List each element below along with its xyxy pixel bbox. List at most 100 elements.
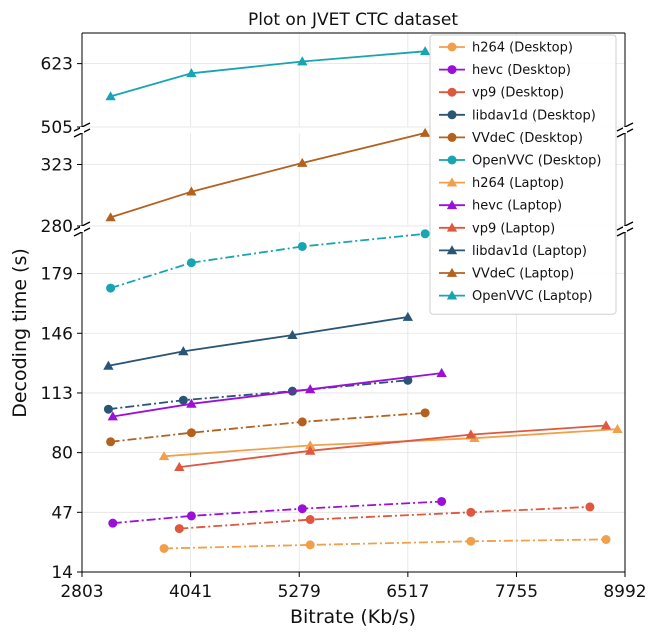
y-tick-label: 505	[41, 118, 73, 138]
legend-entry: OpenVVC (Desktop)	[439, 154, 601, 169]
data-point	[105, 212, 116, 222]
legend-marker	[446, 267, 458, 277]
y-tick-label: 623	[41, 55, 73, 75]
data-point	[297, 504, 307, 514]
legend-entry: VVdeC (Laptop)	[439, 267, 574, 282]
series-line	[179, 506, 590, 530]
series-line	[110, 132, 426, 219]
series-vvdec-desktop	[106, 408, 430, 447]
data-point	[297, 417, 307, 427]
y-tick-label: 179	[41, 265, 73, 285]
data-point	[305, 440, 316, 450]
data-point	[106, 283, 116, 293]
data-point	[108, 518, 118, 528]
data-point	[420, 408, 430, 418]
series-openvvc-desktop	[106, 229, 430, 293]
data-point	[103, 404, 113, 414]
legend-label: libdav1d (Laptop)	[472, 244, 587, 259]
series-line	[110, 232, 426, 289]
x-tick-label: 8992	[603, 582, 646, 602]
x-tick-label: 5279	[278, 582, 321, 602]
series-line	[112, 500, 442, 525]
legend-label: libdav1d (Desktop)	[472, 108, 596, 123]
x-tick-label: 2803	[60, 582, 103, 602]
series-line	[112, 372, 442, 418]
x-axis-label: Bitrate (Kb/s)	[290, 606, 416, 628]
legend-entry: hevc (Laptop)	[439, 199, 562, 214]
legend-label: h264 (Laptop)	[472, 176, 564, 191]
data-point	[297, 241, 307, 251]
y-tick-label: 323	[41, 155, 73, 175]
axis-break-gap	[623, 127, 627, 133]
y-tick-label: 146	[41, 324, 73, 344]
data-point	[466, 507, 476, 517]
legend-label: hevc (Laptop)	[472, 199, 562, 214]
legend-marker	[447, 155, 457, 165]
data-point	[305, 540, 315, 550]
series-line	[110, 50, 426, 98]
legend-marker	[446, 200, 458, 210]
legend-entry: hevc (Desktop)	[439, 63, 571, 78]
legend-marker	[446, 290, 458, 300]
legend-label: OpenVVC (Desktop)	[472, 154, 601, 169]
axis-break-gap	[80, 226, 84, 232]
series-h264-desktop	[159, 534, 611, 553]
legend-label: VVdeC (Desktop)	[472, 131, 583, 146]
data-point	[186, 186, 197, 196]
series-line	[110, 412, 426, 443]
x-tick-label: 4041	[169, 582, 212, 602]
legend-marker	[447, 65, 457, 75]
data-point	[107, 411, 118, 421]
series-line	[108, 316, 409, 367]
y-tick-label: 80	[51, 444, 73, 464]
axis-panel: 505 623	[41, 32, 626, 138]
data-point	[466, 536, 476, 546]
data-point	[174, 461, 185, 471]
x-tick-label: 6517	[386, 582, 429, 602]
chart-legend: h264 (Desktop) hevc (Desktop) vp9 (Desktop…	[429, 34, 617, 315]
x-tick-label: 7755	[495, 582, 538, 602]
chart-title: Plot on JVET CTC dataset	[248, 10, 458, 30]
data-point	[106, 437, 116, 447]
legend-entry: h264 (Desktop)	[439, 41, 573, 56]
series-libdav1d-laptop	[103, 311, 414, 370]
y-axis-label: Decoding time (s)	[9, 248, 31, 418]
data-point	[186, 398, 197, 408]
legend-entry: libdav1d (Laptop)	[439, 244, 587, 259]
legend-marker	[447, 87, 457, 97]
data-point	[402, 311, 414, 321]
y-tick-label: 14	[51, 563, 73, 583]
data-point	[186, 258, 196, 268]
series-line	[163, 538, 607, 550]
legend-entry: OpenVVC (Laptop)	[439, 289, 593, 304]
legend-marker	[446, 245, 458, 255]
data-point	[186, 68, 197, 78]
series-vp9-laptop	[174, 420, 612, 471]
data-point	[436, 367, 447, 377]
data-point	[178, 395, 188, 405]
data-point	[600, 420, 612, 430]
data-point	[287, 329, 298, 339]
series-vvdec-laptop	[105, 127, 431, 222]
data-point	[612, 423, 623, 434]
data-point	[178, 346, 189, 356]
data-point	[305, 515, 315, 525]
legend-label: OpenVVC (Laptop)	[472, 289, 593, 304]
data-point	[305, 384, 316, 394]
legend-frame	[429, 34, 617, 315]
legend-label: vp9 (Desktop)	[472, 86, 564, 101]
data-point	[186, 511, 196, 521]
data-point	[437, 496, 447, 506]
legend-entry: vp9 (Laptop)	[439, 221, 555, 236]
data-point	[297, 157, 308, 167]
legend-marker	[446, 177, 458, 187]
y-tick-label: 113	[41, 384, 73, 404]
series-hevc-desktop	[108, 496, 447, 528]
legend-entry: vp9 (Desktop)	[439, 86, 564, 101]
y-tick-label: 280	[41, 217, 73, 237]
data-point	[465, 429, 477, 439]
legend-marker	[447, 42, 457, 52]
series-vp9-desktop	[174, 502, 595, 534]
axis-break-gap	[623, 226, 627, 232]
legend-marker	[447, 132, 457, 142]
